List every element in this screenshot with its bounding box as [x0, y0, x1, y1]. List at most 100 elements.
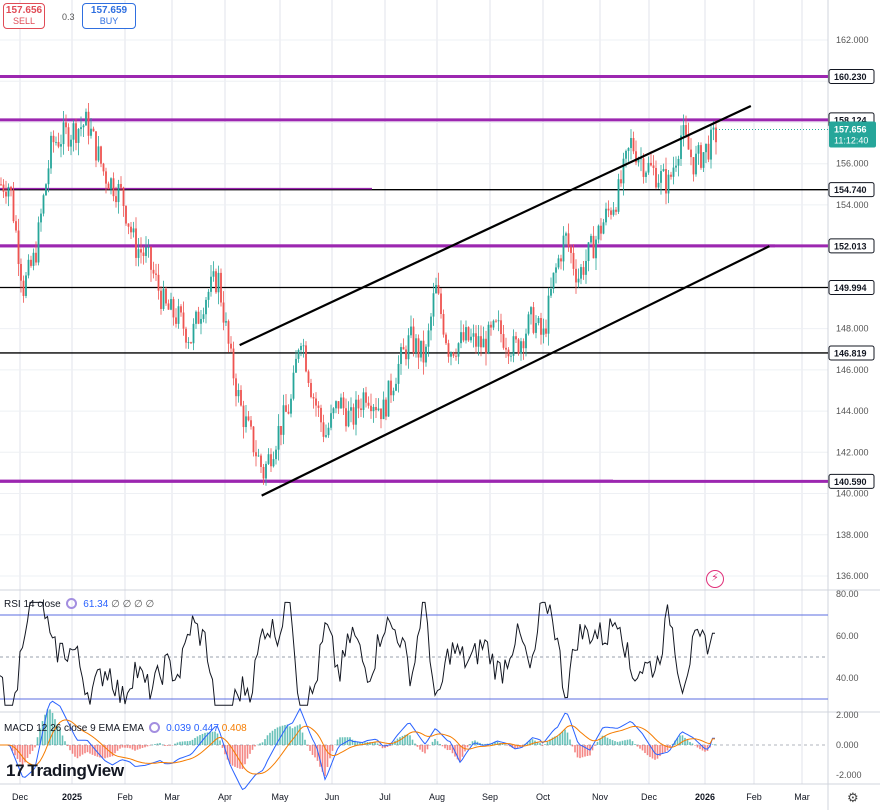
macd-histogram-bar	[116, 745, 119, 751]
sell-button[interactable]: 157.656 SELL	[3, 3, 45, 29]
candle-body	[540, 318, 542, 335]
macd-histogram-bar	[491, 742, 494, 745]
settings-icon[interactable]	[149, 722, 161, 733]
candle-body	[595, 239, 597, 259]
candle-body	[380, 408, 382, 420]
macd-histogram-bar	[391, 743, 394, 745]
candle-body	[490, 324, 492, 328]
macd-histogram-bar	[24, 745, 26, 763]
candle-body	[235, 378, 237, 397]
macd-legend[interactable]: MACD 12 26 close 9 EMA EMA 0.039 0.447 0…	[4, 722, 247, 734]
candle-body	[197, 311, 200, 324]
macd-histogram-bar	[629, 739, 631, 745]
candle-body	[542, 328, 545, 335]
macd-histogram-bar	[461, 745, 464, 757]
candle-body	[50, 135, 52, 169]
macd-histogram-bar	[26, 745, 29, 758]
candle-body	[122, 187, 125, 207]
macd-histogram-bar	[34, 745, 36, 748]
lightning-icon[interactable]: ⚡	[706, 570, 724, 588]
macd-histogram-bar	[161, 744, 164, 746]
candle-body	[60, 144, 62, 147]
candle-body	[157, 274, 160, 291]
macd-histogram-bar	[584, 745, 586, 757]
candle-body	[5, 191, 7, 197]
candle-body	[100, 146, 102, 164]
level-label: 149.994	[834, 283, 867, 293]
macd-histogram-bar	[129, 745, 131, 749]
macd-histogram-bar	[341, 737, 344, 745]
macd-histogram-bar	[686, 740, 689, 745]
candle-body	[585, 260, 587, 275]
macd-histogram-bar	[696, 745, 699, 748]
candle-body	[287, 411, 290, 414]
candle-body	[67, 127, 70, 147]
candle-body	[487, 324, 490, 354]
macd-histogram-bar	[204, 732, 206, 745]
candle-body	[457, 343, 460, 357]
candle-body	[367, 402, 370, 406]
macd-histogram-bar	[671, 743, 674, 745]
macd-histogram-bar	[636, 745, 639, 747]
macd-histogram-bar	[689, 741, 691, 745]
candle-body	[560, 258, 562, 262]
macd-histogram-bar	[416, 745, 419, 747]
macd-histogram-bar	[249, 745, 251, 754]
macd-histogram-bar	[164, 745, 166, 746]
candle-body	[622, 158, 625, 184]
candle-body	[95, 131, 97, 161]
candle-body	[330, 413, 332, 428]
candle-body	[382, 399, 385, 420]
candle-body	[575, 268, 577, 283]
macd-histogram-bar	[86, 745, 89, 753]
candle-body	[190, 342, 192, 344]
macd-histogram-bar	[694, 745, 696, 746]
candle-body	[312, 397, 315, 399]
candle-body	[545, 328, 547, 334]
macd-histogram-bar	[259, 743, 261, 745]
level-label: 146.819	[834, 348, 867, 358]
macd-histogram-bar	[94, 745, 96, 756]
candle-body	[57, 141, 60, 147]
macd-histogram-bar	[441, 745, 444, 747]
time-label: Apr	[218, 792, 232, 802]
candle-body	[132, 228, 135, 233]
candle-body	[322, 422, 325, 437]
candle-body	[662, 168, 665, 172]
macd-histogram-bar	[564, 729, 566, 745]
rsi-tick-label: 80.00	[836, 589, 859, 599]
candle-body	[42, 195, 45, 214]
macd-histogram-bar	[626, 739, 629, 745]
candle-body	[485, 338, 487, 354]
macd-histogram-bar	[179, 741, 181, 745]
macd-histogram-bar	[571, 745, 574, 747]
macd-signal-value: 0.408	[221, 723, 247, 734]
candle-body	[530, 307, 532, 315]
rsi-placeholders: ∅ ∅ ∅ ∅	[111, 599, 155, 610]
macd-histogram-bar	[651, 745, 654, 759]
macd-signal-line	[0, 719, 715, 775]
macd-histogram-bar	[289, 726, 291, 745]
gear-icon[interactable]: ⚙	[847, 790, 859, 805]
rsi-legend[interactable]: RSI 14 close 61.34 ∅ ∅ ∅ ∅	[4, 598, 154, 610]
candle-body	[365, 392, 367, 403]
macd-histogram-bar	[324, 745, 326, 777]
candle-body	[510, 355, 512, 357]
time-label: Mar	[164, 792, 180, 802]
macd-histogram-bar	[71, 745, 74, 754]
macd-histogram-bar	[64, 741, 66, 745]
settings-icon[interactable]	[66, 598, 78, 609]
macd-histogram-bar	[424, 745, 426, 754]
brand-name: TradingView	[27, 761, 124, 780]
macd-histogram-bar	[606, 737, 609, 745]
macd-histogram-bar	[166, 745, 169, 746]
macd-tick-label: 2.000	[836, 710, 859, 720]
macd-histogram-bar	[411, 739, 414, 745]
buy-button[interactable]: 157.659 BUY	[82, 3, 136, 29]
macd-histogram-bar	[661, 745, 664, 754]
candle-body	[355, 399, 357, 425]
candle-body	[270, 454, 272, 467]
time-label: 2025	[62, 792, 82, 802]
candle-body	[675, 165, 677, 168]
